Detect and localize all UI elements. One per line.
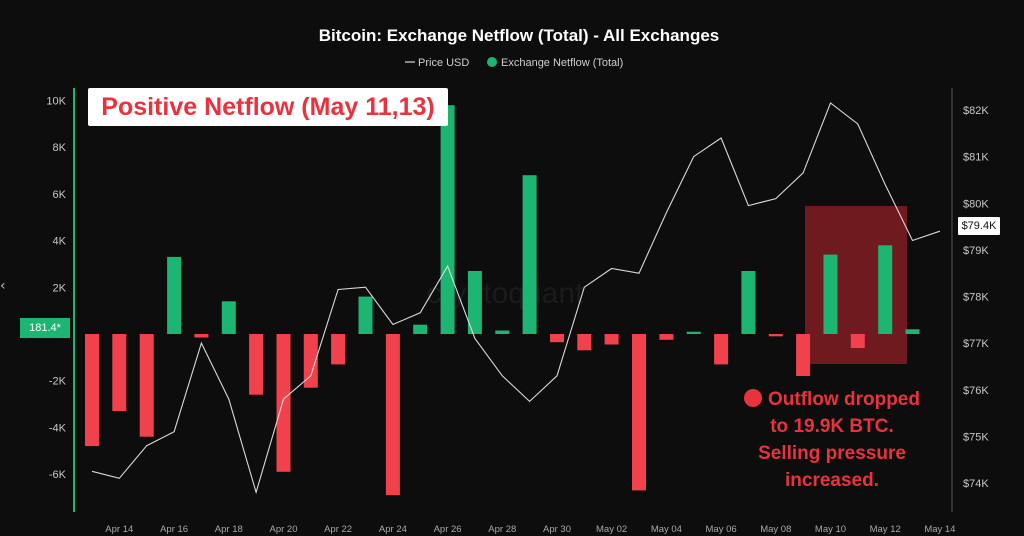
netflow-bars (85, 105, 920, 496)
outflow-line-3: Selling pressure (758, 443, 906, 464)
netflow-bar (413, 324, 428, 334)
legend-netflow-label: Exchange Netflow (Total) (501, 57, 623, 69)
right-axis-ticks: $82K $81K $80K $79K $78K $77K $76K $75K $74K (963, 105, 989, 490)
left-tick-label: 4K (53, 236, 67, 248)
left-tick-label: 2K (53, 282, 67, 294)
netflow-bar (385, 334, 400, 496)
x-tick-label: May 04 (651, 524, 682, 535)
right-tick-label: $76K (963, 385, 989, 397)
chevron-left-icon[interactable]: ‹ (0, 278, 6, 294)
netflow-bar (714, 334, 729, 365)
x-tick-label: May 08 (760, 524, 791, 535)
x-tick-label: Apr 20 (270, 524, 298, 535)
right-tick-label: $75K (963, 431, 989, 443)
right-tick-label: $74K (963, 478, 989, 490)
netflow-bar (358, 296, 373, 334)
netflow-bar (440, 105, 455, 334)
price-current-value: $79.4K (958, 217, 1000, 235)
legend-price-label: Price USD (418, 57, 469, 69)
positive-netflow-callout: Positive Netflow (May 11,13) (88, 88, 448, 126)
netflow-bar (550, 334, 564, 343)
x-tick-label: Apr 26 (434, 524, 462, 535)
outflow-line-4: increased. (785, 470, 879, 491)
right-tick-label: $81K (963, 152, 989, 164)
x-tick-label: Apr 16 (160, 524, 188, 535)
chart-title: Bitcoin: Exchange Netflow (Total) - All … (319, 26, 720, 45)
outflow-annotation: Outflow dropped to 19.9K BTC. Selling pr… (720, 386, 944, 494)
netflow-bar (768, 334, 783, 337)
netflow-bar (303, 334, 318, 388)
netflow-bar (495, 330, 510, 334)
netflow-bar (194, 334, 209, 338)
legend-dot-marker (487, 57, 497, 67)
netflow-bar (878, 245, 893, 334)
outflow-line-1: Outflow dropped (720, 386, 944, 413)
netflow-bar (467, 271, 482, 334)
red-dot-icon (744, 389, 762, 407)
netflow-bar (632, 334, 646, 491)
netflow-bar (604, 334, 619, 345)
netflow-bar (85, 334, 99, 447)
left-tick-label: 6K (53, 189, 67, 201)
x-tick-label: May 12 (870, 524, 901, 535)
x-tick-label: Apr 22 (324, 524, 352, 535)
right-tick-label: $80K (963, 198, 989, 210)
left-tick-label: 8K (53, 142, 67, 154)
netflow-bar (276, 334, 291, 472)
netflow-bar (167, 256, 182, 334)
x-axis-ticks: Apr 14 Apr 16 Apr 18 Apr 20 Apr 22 Apr 24 Apr … (105, 524, 955, 535)
x-tick-label: Apr 14 (105, 524, 133, 535)
netflow-bar (905, 329, 920, 334)
netflow-bar (741, 271, 756, 334)
netflow-bar (249, 334, 264, 395)
x-tick-label: May 06 (706, 524, 737, 535)
left-tick-label: 10K (46, 96, 66, 108)
x-tick-label: Apr 30 (543, 524, 571, 535)
left-tick-label: -2K (49, 376, 67, 388)
netflow-bar (112, 334, 127, 412)
netflow-bar (139, 334, 154, 437)
netflow-bar (850, 334, 865, 348)
x-tick-label: Apr 28 (488, 524, 516, 535)
netflow-bar (796, 334, 811, 376)
right-tick-label: $77K (963, 338, 989, 350)
x-tick-label: May 10 (815, 524, 846, 535)
x-tick-label: May 14 (924, 524, 955, 535)
netflow-bar (823, 254, 838, 334)
netflow-bar (221, 301, 236, 334)
price-line (91, 102, 941, 495)
x-tick-label: Apr 24 (379, 524, 407, 535)
callout-text: Positive Netflow (May 11,13) (101, 92, 435, 121)
x-tick-label: Apr 18 (215, 524, 243, 535)
netflow-bar (659, 334, 674, 340)
left-axis-ticks: 10K 8K 6K 4K 2K -2K -4K -6K (46, 96, 66, 482)
netflow-bar (331, 334, 346, 365)
netflow-current-value: 181.4* (20, 318, 70, 338)
netflow-bar (522, 175, 537, 334)
netflow-bar (577, 334, 592, 351)
right-tick-label: $78K (963, 292, 989, 304)
right-tick-label: $82K (963, 105, 989, 117)
netflow-bar (686, 331, 701, 334)
left-tick-label: -6K (49, 469, 67, 481)
left-tick-label: -4K (49, 422, 67, 434)
x-tick-label: May 02 (596, 524, 627, 535)
outflow-line-2: to 19.9K BTC. (770, 416, 894, 437)
legend: Price USD Exchange Netflow (Total) (405, 57, 623, 69)
right-tick-label: $79K (963, 245, 989, 257)
